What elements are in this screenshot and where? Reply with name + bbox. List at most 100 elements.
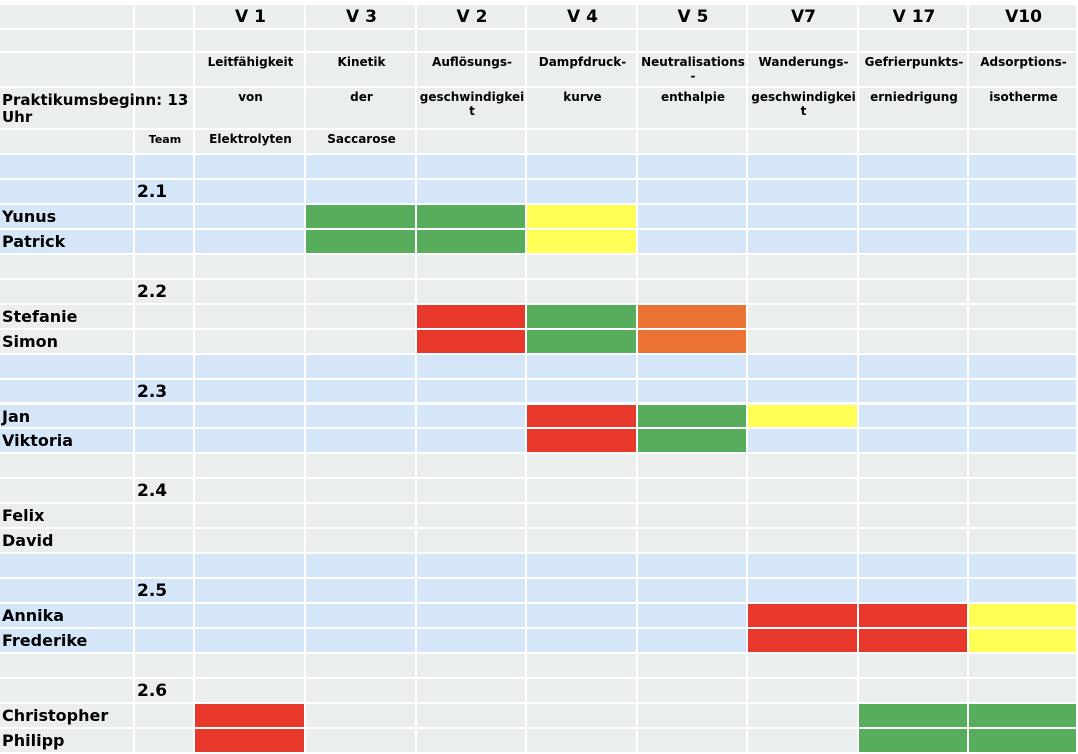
cell	[306, 53, 417, 88]
cell	[969, 454, 1078, 480]
cell	[748, 179, 859, 205]
column-code: V 1	[235, 7, 266, 27]
cell	[306, 629, 417, 654]
cell	[417, 529, 527, 555]
cell	[306, 579, 417, 605]
cell	[638, 703, 748, 729]
member-name: Patrick	[2, 231, 66, 251]
cell	[195, 454, 306, 480]
cell	[306, 654, 417, 679]
cell	[527, 504, 638, 530]
cell	[969, 504, 1078, 530]
cell	[306, 130, 417, 155]
cell	[306, 479, 417, 505]
cell	[969, 579, 1078, 605]
cell	[969, 229, 1078, 255]
cell	[638, 204, 748, 230]
cell	[638, 479, 748, 505]
status-cell	[969, 728, 1078, 754]
cell	[135, 678, 195, 704]
team-number: 2.2	[137, 281, 168, 302]
cell	[969, 30, 1078, 53]
cell	[135, 179, 195, 205]
cell	[748, 703, 859, 729]
cell	[135, 304, 195, 330]
status-cell	[638, 429, 748, 455]
cell	[306, 354, 417, 380]
cell	[135, 130, 195, 155]
status-cell	[527, 404, 638, 430]
column-code: V 5	[677, 7, 709, 27]
cell	[859, 654, 969, 679]
column-title: Elektrolyten	[209, 132, 292, 146]
cell	[748, 204, 859, 230]
cell	[859, 479, 969, 505]
cell	[859, 229, 969, 255]
cell	[0, 229, 135, 255]
cell	[195, 5, 306, 30]
cell	[0, 279, 135, 305]
cell	[527, 130, 638, 155]
cell	[135, 279, 195, 305]
cell	[527, 554, 638, 580]
column-title: Kinetik	[337, 55, 386, 69]
cell	[969, 379, 1078, 405]
cell	[135, 5, 195, 30]
cell	[969, 279, 1078, 305]
cell	[306, 279, 417, 305]
cell	[748, 479, 859, 505]
cell	[748, 88, 859, 130]
cell	[135, 254, 195, 280]
cell	[527, 654, 638, 679]
cell	[638, 130, 748, 155]
cell	[417, 5, 527, 30]
cell	[638, 654, 748, 679]
column-title: erniedrigung	[870, 90, 958, 104]
status-cell	[417, 329, 527, 355]
column-title: Saccarose	[327, 132, 396, 146]
cell	[0, 30, 135, 53]
cell	[969, 329, 1078, 355]
cell	[638, 88, 748, 130]
cell	[748, 279, 859, 305]
cell	[859, 130, 969, 155]
cell	[859, 5, 969, 30]
cell	[859, 379, 969, 405]
cell	[859, 329, 969, 355]
cell	[306, 529, 417, 555]
cell	[859, 304, 969, 330]
cell	[859, 504, 969, 530]
cell	[638, 728, 748, 754]
cell	[306, 604, 417, 630]
cell	[306, 179, 417, 205]
cell	[0, 354, 135, 380]
cell	[195, 229, 306, 255]
cell	[748, 229, 859, 255]
status-cell	[748, 404, 859, 430]
cell	[859, 155, 969, 180]
cell	[135, 504, 195, 530]
cell	[859, 579, 969, 605]
cell	[859, 88, 969, 130]
cell	[859, 254, 969, 280]
status-cell	[306, 229, 417, 255]
cell	[417, 429, 527, 455]
member-name: Simon	[2, 331, 59, 351]
cell	[527, 678, 638, 704]
cell	[135, 429, 195, 455]
cell	[0, 254, 135, 280]
cell	[0, 429, 135, 455]
cell	[638, 5, 748, 30]
cell	[135, 604, 195, 630]
cell	[417, 88, 527, 130]
cell	[0, 678, 135, 704]
status-cell	[306, 204, 417, 230]
cell	[195, 88, 306, 130]
cell	[638, 53, 748, 88]
member-name: Philipp	[2, 730, 65, 750]
cell	[527, 579, 638, 605]
cell	[306, 504, 417, 530]
cell	[417, 629, 527, 654]
cell	[0, 179, 135, 205]
cell	[0, 155, 135, 180]
